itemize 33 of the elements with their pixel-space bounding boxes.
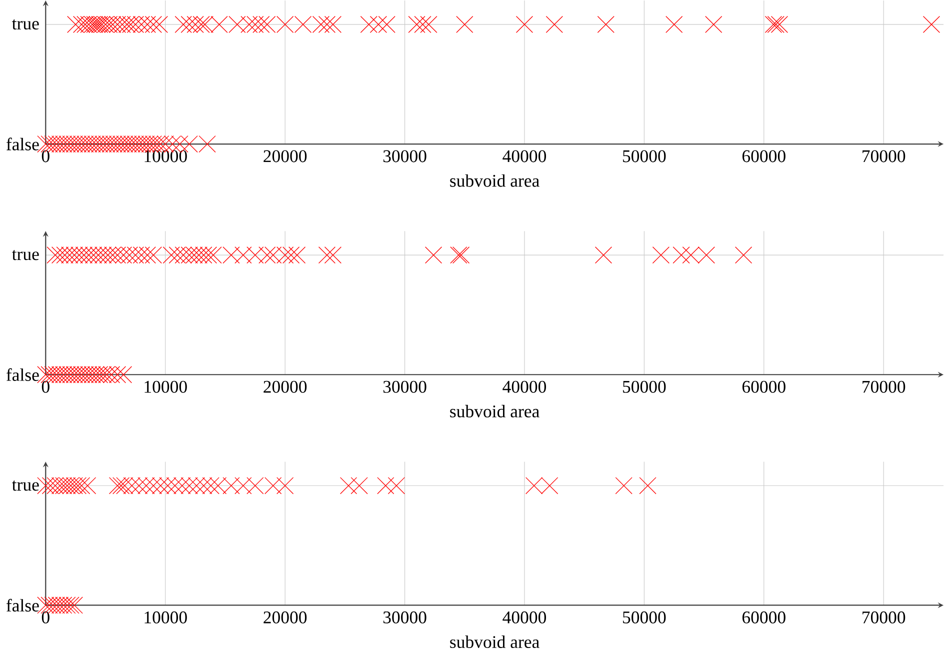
x-tick-label: 50000	[623, 611, 666, 624]
x-tick-label: 0	[42, 380, 50, 393]
x-axis-title: subvoid area	[450, 174, 540, 187]
y-tick-label: true	[12, 19, 39, 30]
x-tick-label: 10000	[144, 611, 187, 624]
x-axis-title: subvoid area	[450, 404, 540, 418]
x-tick-label: 70000	[862, 380, 906, 393]
x-tick-label: 30000	[383, 380, 426, 393]
x-tick-label: 20000	[264, 380, 307, 393]
x-tick-label: 0	[42, 150, 50, 162]
x-tick-label: 30000	[383, 611, 426, 624]
x-tick-label: 40000	[502, 380, 546, 393]
x-tick-label: 40000	[502, 611, 546, 624]
x-tick-label: 10000	[144, 380, 187, 393]
x-tick-label: 60000	[742, 380, 786, 393]
x-tick-label: 70000	[862, 611, 906, 624]
x-tick-label: 60000	[742, 611, 786, 624]
y-tick-label: true	[12, 480, 39, 491]
y-tick-label: true	[12, 250, 39, 260]
x-tick-label: 20000	[264, 611, 307, 624]
x-tick-label: 0	[42, 611, 50, 624]
y-tick-label: false	[6, 138, 39, 150]
y-tick-label: false	[6, 368, 39, 381]
x-tick-label: 50000	[623, 150, 666, 162]
x-tick-label: 70000	[862, 150, 906, 162]
x-tick-label: 30000	[383, 150, 426, 162]
x-tick-label: 10000	[144, 150, 187, 162]
x-tick-label: 20000	[264, 150, 307, 162]
x-axis-title: subvoid area	[450, 636, 540, 648]
x-tick-label: 40000	[502, 150, 546, 162]
x-tick-label: 60000	[742, 150, 786, 162]
y-tick-label: false	[6, 598, 39, 612]
x-tick-label: 50000	[623, 380, 666, 393]
